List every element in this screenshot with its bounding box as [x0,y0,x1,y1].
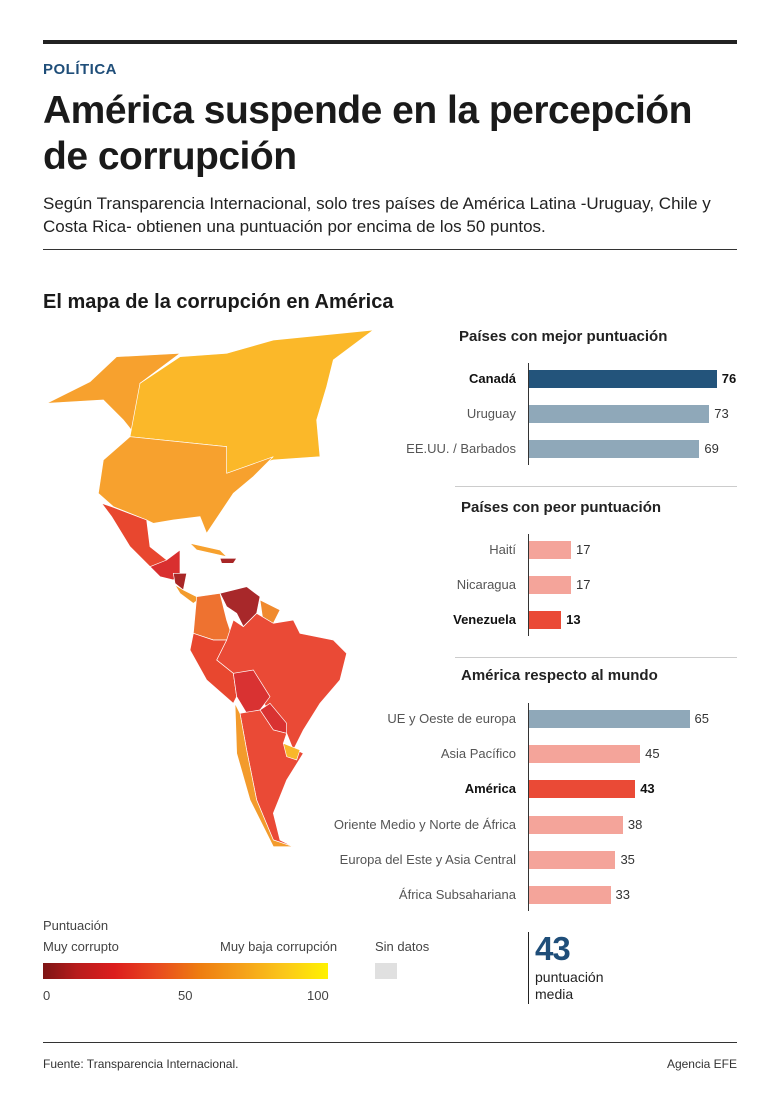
legend-title: Puntuación [43,918,109,933]
bar-category-label: Venezuela [453,612,516,628]
americas-map [46,329,375,847]
bar-value-label: 33 [615,887,630,902]
bar-chart-axis [528,534,529,637]
bar-category-label: Asia Pacífico [440,746,516,762]
bar-category-label: Europa del Este y Asia Central [339,851,516,867]
bar-chart-title: Países con peor puntuación [461,499,662,516]
legend-no-data-swatch [375,963,397,979]
map-haiti [219,558,238,564]
bar-value-label: 69 [704,441,719,457]
bar [529,611,562,630]
page-title: América suspende en la percepción de cor… [43,89,692,178]
bar [529,745,641,764]
header-divider [43,249,737,250]
bar-category-label: Haití [489,542,516,557]
panel-divider [455,486,737,487]
bar-value-label: 13 [566,612,581,628]
bar-value-label: 73 [714,406,729,422]
average-label-line1: puntuación [535,969,604,985]
legend-color-scale [43,963,328,979]
bar [529,541,571,559]
footer-rule [43,1042,737,1043]
bar-chart-title: Países con mejor puntuación [459,328,668,345]
legend-low-label: Muy corrupto [43,939,119,954]
bar-value-label: 35 [620,851,635,867]
bar [529,405,710,424]
bar [529,576,571,595]
bar-value-label: 38 [627,816,643,832]
bar [529,886,611,904]
bar-category-label: UE y Oeste de europa [387,711,516,726]
bar-value-label: 43 [640,781,655,797]
average-label-line2: media [535,986,574,1002]
bar-value-label: 45 [645,746,660,762]
average-value: 43 [535,930,571,967]
bar-category-label: África Subsahariana [398,887,516,902]
bar [529,440,700,459]
bar-category-label: EE.UU. / Barbados [406,441,516,457]
bar-value-label: 76 [721,371,737,386]
credit: Agencia EFE [666,1057,737,1071]
bar-category-label: Uruguay [466,406,516,422]
bar-value-label: 65 [694,711,710,726]
legend-tick-50: 50 [178,988,193,1003]
legend-no-data-label: Sin datos [375,939,430,954]
bar-category-label: Nicaragua [456,577,516,593]
bar-category-label: Canadá [469,371,516,386]
source-note: Fuente: Transparencia Internacional. [43,1057,239,1071]
average-label: puntuación media [535,969,604,1003]
legend-high-label: Muy baja corrupción [220,939,338,954]
map-nicaragua [172,573,188,591]
bar-value-label: 17 [575,577,591,593]
bar [529,780,636,799]
legend-tick-100: 100 [307,988,329,1003]
bar-category-label: Oriente Medio y Norte de África [333,816,516,832]
bar-chart-axis [528,703,529,911]
bar-category-label: América [464,781,516,797]
panel-divider [455,657,737,658]
bar-value-label: 17 [575,542,591,557]
bar-chart-axis [528,363,529,466]
bar [529,370,717,388]
top-rule [43,40,737,44]
average-divider [528,932,529,1004]
legend-tick-0: 0 [43,988,51,1003]
map-usa [97,436,274,535]
section-kicker: POLÍTICA [43,61,117,78]
page-subtitle: Según Transparencia Internacional, solo … [43,194,711,236]
bar [529,710,690,728]
bar-chart-title: América respecto al mundo [461,667,658,684]
map-title: El mapa de la corrupción en América [43,291,394,313]
bar [529,850,616,869]
bar [529,815,623,834]
map-uruguay [282,742,301,761]
map-cuba [188,542,228,558]
map-chile [234,703,294,847]
